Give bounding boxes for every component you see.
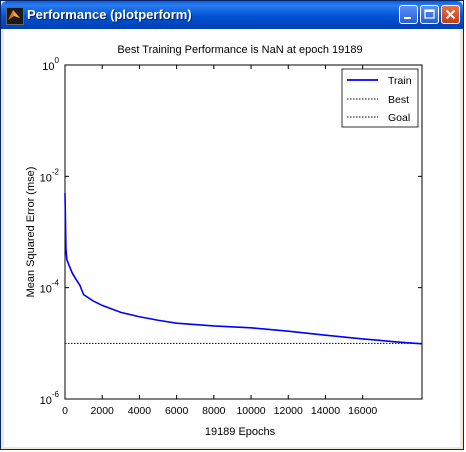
legend-train-label: Train [388,75,412,87]
x-tick-label: 16000 [348,405,377,417]
legend-goal-label: Goal [388,112,410,124]
legend: Train Best Goal [341,68,419,128]
title-bar[interactable]: Performance (plotperform) [1,1,463,29]
y-tick-label: 10 [42,61,54,73]
y-tick-label: 10 [40,395,52,407]
chart-title: Best Training Performance is NaN at epoc… [117,44,362,56]
x-tick-label: 2000 [91,405,115,417]
close-button[interactable] [441,5,460,24]
y-tick-exponent: 0 [55,56,60,65]
figure-client-area: Best Training Performance is NaN at epoc… [4,29,460,447]
maximize-icon [424,9,435,19]
minimize-icon [404,17,411,19]
x-tick-label: 4000 [128,405,152,417]
x-tick-label: 6000 [165,405,189,417]
close-icon [445,9,456,20]
train-line [64,193,423,345]
y-tick-label: 10 [40,284,52,296]
window-title: Performance (plotperform) [27,7,192,22]
x-axis-label: 19189 Epochs [205,426,276,438]
x-tick-label: 14000 [311,405,340,417]
y-axis-label: Mean Squared Error (mse) [25,167,37,298]
maximize-button[interactable] [420,5,439,24]
x-tick-label: 10000 [236,405,265,417]
performance-figure: Best Training Performance is NaN at epoc… [25,44,423,438]
y-tick-exponent: -2 [52,167,60,176]
legend-box [341,68,419,128]
matlab-icon[interactable] [6,7,24,25]
x-tick-label: 8000 [202,405,226,417]
minimize-button[interactable] [399,5,418,24]
x-tick-label: 0 [62,405,68,417]
y-tick-label: 10 [40,172,52,184]
y-tick-exponent: -6 [52,390,60,399]
y-tick-exponent: -4 [52,279,60,288]
x-tick-label: 12000 [274,405,303,417]
legend-best-label: Best [388,94,409,106]
